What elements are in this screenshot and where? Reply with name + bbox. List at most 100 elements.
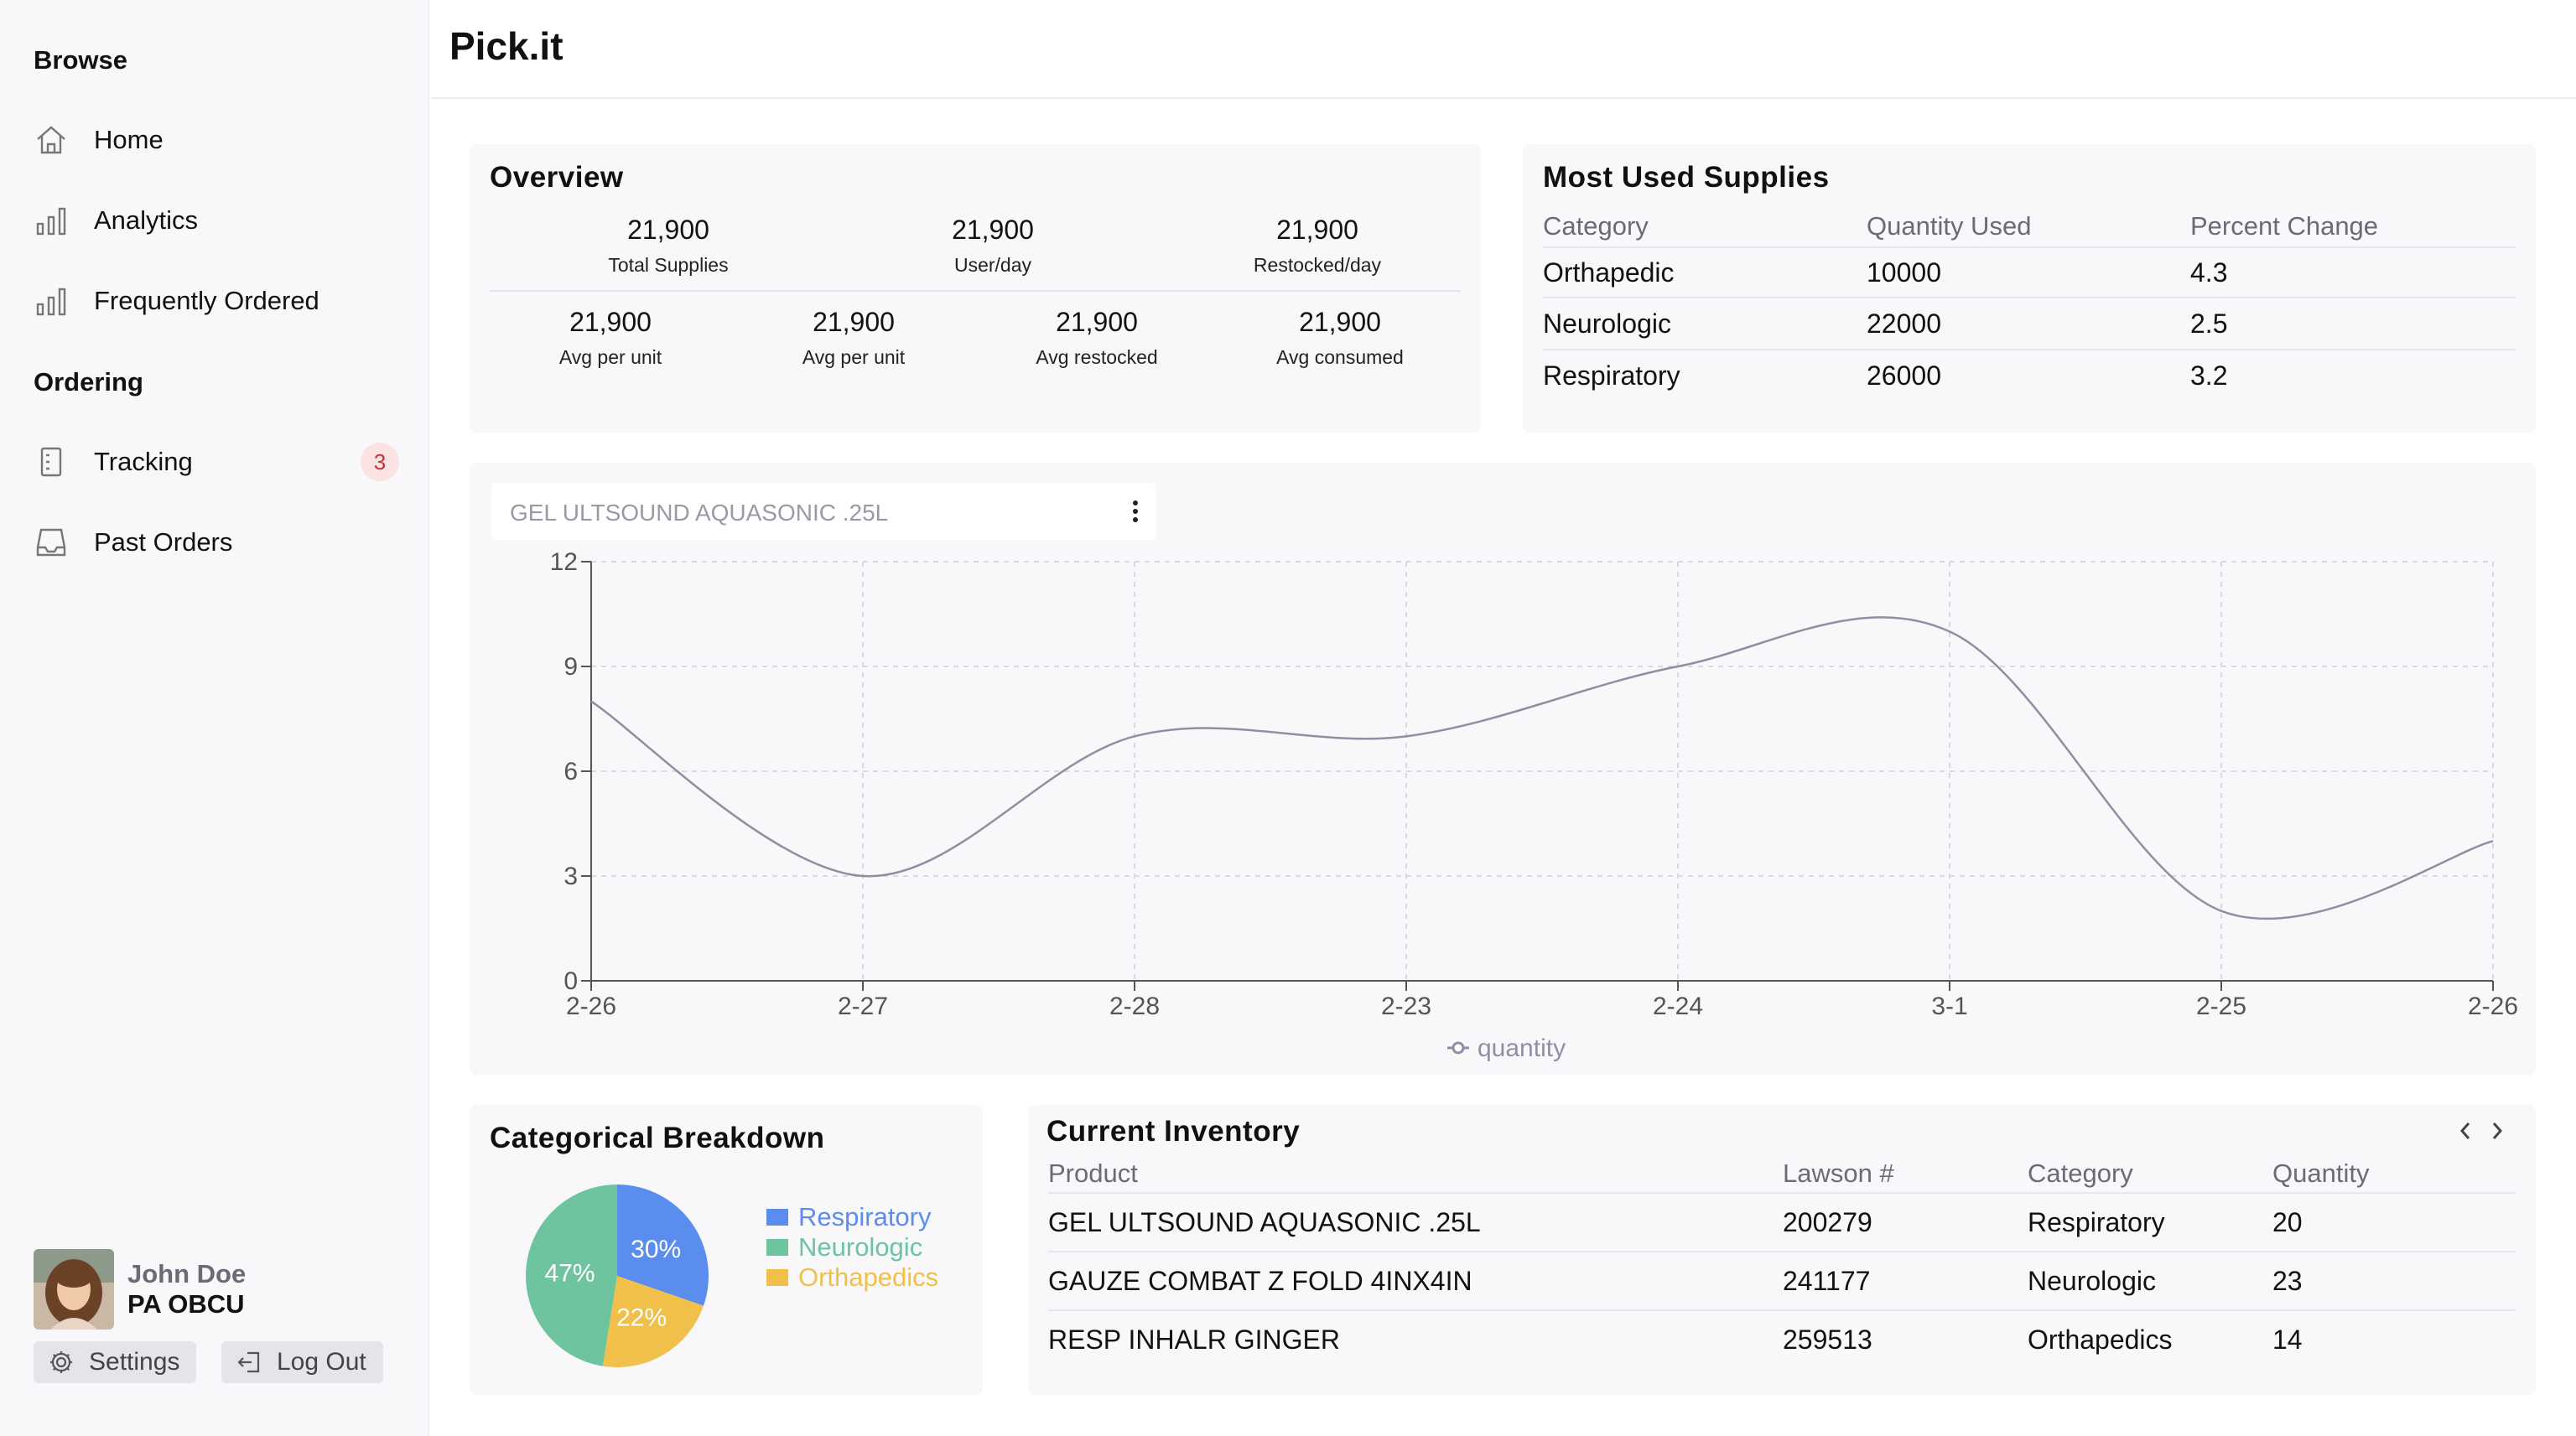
line-chart-card <box>470 463 2536 1075</box>
overview-card: Overview 21,900 Total Supplies 21,900 Us… <box>470 144 1481 433</box>
stat-avg-restocked: 21,900 Avg restocked <box>975 307 1218 369</box>
user-profile: John Doe PA OBCU <box>34 1249 246 1330</box>
bar-chart-icon <box>34 283 69 319</box>
inbox-icon <box>34 525 69 560</box>
y-tick-label: 3 <box>564 863 578 890</box>
app-title: Pick.it <box>449 24 564 68</box>
sidebar-item-analytics[interactable]: Analytics <box>34 193 399 248</box>
tracking-count-badge: 3 <box>361 443 399 481</box>
y-tick-label: 6 <box>564 758 578 785</box>
legend-item-neurologic: Neurologic <box>766 1232 922 1262</box>
chart-selector[interactable]: GEL ULTSOUND AQUASONIC .25L <box>491 483 1156 540</box>
breakdown-title: Categorical Breakdown <box>490 1122 825 1154</box>
sidebar-heading-browse: Browse <box>34 45 127 75</box>
stat-value: 21,900 <box>1056 307 1138 337</box>
inventory-title: Current Inventory <box>1046 1115 1301 1148</box>
data-point <box>860 874 865 879</box>
table-cell: Orthapedics <box>2028 1324 2173 1355</box>
column-header: Quantity Used <box>1867 211 2032 241</box>
column-header: Lawson # <box>1783 1159 1894 1188</box>
pie-slice-respiratory <box>617 1185 709 1306</box>
stat-label: Restocked/day <box>1253 254 1382 276</box>
overview-title: Overview <box>490 161 624 194</box>
legend-marker-dot <box>1452 1041 1465 1055</box>
data-point <box>2219 909 2224 914</box>
table-cell: 20 <box>2272 1206 2303 1237</box>
y-tick-label: 12 <box>550 548 578 576</box>
column-header: Category <box>2028 1159 2133 1188</box>
settings-button[interactable]: Settings <box>34 1341 197 1383</box>
sidebar-item-label: Analytics <box>94 205 199 235</box>
table-cell: 259513 <box>1783 1324 1872 1355</box>
receipt-icon <box>34 444 69 480</box>
stat-value: 21,900 <box>627 215 709 245</box>
legend-label: Orthapedics <box>798 1262 939 1292</box>
data-point <box>2490 838 2496 843</box>
column-header: Category <box>1543 211 1649 241</box>
most-used-card: Most Used Supplies Category Quantity Use… <box>1523 144 2536 433</box>
x-tick-label: 2-28 <box>1109 993 1160 1020</box>
data-point <box>589 699 594 704</box>
x-tick-label: 2-27 <box>838 993 888 1020</box>
table-cell: 26000 <box>1867 360 1941 391</box>
avatar <box>34 1249 114 1330</box>
table-row[interactable]: GAUZE COMBAT Z FOLD 4INX4IN 241177 Neuro… <box>1048 1251 2516 1309</box>
legend-item-orthapedics: Orthapedics <box>766 1262 938 1293</box>
sidebar-item-home[interactable]: Home <box>34 112 399 168</box>
table-header: Product Lawson # Category Quantity <box>1048 1155 2516 1192</box>
bar-chart-icon <box>34 203 69 238</box>
table-cell: RESP INHALR GINGER <box>1048 1324 1340 1355</box>
sidebar: Browse Home Analytics Frequently Ordered… <box>0 0 429 1436</box>
legend-label: Neurologic <box>798 1232 923 1262</box>
home-icon <box>34 122 69 158</box>
table-cell: Neurologic <box>1543 308 1671 339</box>
sidebar-item-label: Past Orders <box>94 527 233 557</box>
stat-value: 21,900 <box>813 307 895 337</box>
table-cell: 10000 <box>1867 257 1941 288</box>
table-cell: 3.2 <box>2190 360 2228 391</box>
pie-slice-label: 30% <box>631 1236 681 1263</box>
data-point <box>1132 734 1137 739</box>
x-tick-label: 2-25 <box>2196 993 2246 1020</box>
table-cell: Respiratory <box>1543 360 1680 391</box>
pie-slice-label: 22% <box>616 1304 667 1332</box>
column-header: Quantity <box>2272 1159 2370 1188</box>
data-point <box>1404 734 1409 739</box>
sidebar-item-tracking[interactable]: Tracking 3 <box>34 434 399 490</box>
data-point <box>1947 629 1952 634</box>
pie-slice-label: 47% <box>544 1260 595 1288</box>
table-cell: 14 <box>2272 1324 2303 1355</box>
table-row[interactable]: GEL ULTSOUND AQUASONIC .25L 200279 Respi… <box>1048 1192 2516 1251</box>
sidebar-item-frequently-ordered[interactable]: Frequently Ordered <box>34 273 399 329</box>
chevron-left-icon[interactable] <box>2455 1118 2475 1150</box>
stat-total-supplies: 21,900 Total Supplies <box>547 215 790 277</box>
series-line-quantity <box>590 616 2494 920</box>
table-cell: Orthapedic <box>1543 257 1675 288</box>
table-row[interactable]: RESP INHALR GINGER 259513 Orthapedics 14 <box>1048 1309 2516 1368</box>
x-tick-label: 2-26 <box>566 993 616 1020</box>
kebab-menu-icon[interactable] <box>1130 496 1140 526</box>
sidebar-item-label: Frequently Ordered <box>94 286 319 315</box>
pie-chart: 30% 22% 47% <box>526 1185 709 1367</box>
stat-restocked-per-day: 21,900 Restocked/day <box>1196 215 1439 277</box>
sidebar-item-past-orders[interactable]: Past Orders <box>34 515 399 570</box>
table-cell: GEL ULTSOUND AQUASONIC .25L <box>1048 1206 1481 1237</box>
stat-value: 21,900 <box>1299 307 1381 337</box>
settings-label: Settings <box>89 1348 180 1376</box>
stat-avg-per-unit: 21,900 Avg per unit <box>489 307 732 369</box>
top-bar: Pick.it <box>431 0 2576 99</box>
logout-button[interactable]: Log Out <box>221 1341 383 1383</box>
chart-product-title: GEL ULTSOUND AQUASONIC .25L <box>510 500 889 526</box>
stat-label: User/day <box>953 254 1032 276</box>
stat-avg-per-unit-2: 21,900 Avg per unit <box>732 307 975 369</box>
table-cell: 200279 <box>1783 1206 1872 1237</box>
x-tick-label: 3-1 <box>1931 993 1967 1020</box>
logout-icon <box>235 1348 263 1376</box>
legend-swatch <box>766 1209 788 1226</box>
stat-label: Avg restocked <box>1036 346 1158 368</box>
table-cell: 241177 <box>1783 1265 1871 1296</box>
chevron-right-icon[interactable] <box>2487 1118 2507 1150</box>
legend-swatch <box>766 1239 788 1256</box>
column-header: Percent Change <box>2190 211 2379 241</box>
table-cell: GAUZE COMBAT Z FOLD 4INX4IN <box>1048 1265 1472 1296</box>
